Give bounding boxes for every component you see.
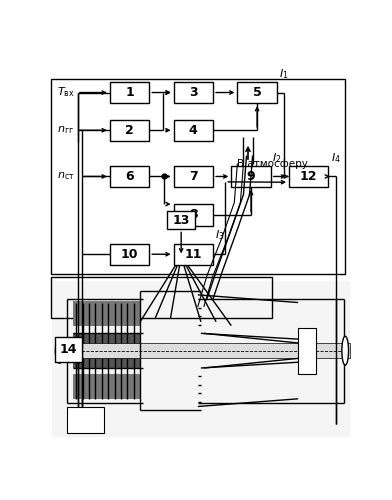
FancyBboxPatch shape: [52, 282, 350, 438]
Ellipse shape: [342, 336, 348, 365]
Text: $n_{\text{ст}}$: $n_{\text{ст}}$: [56, 170, 74, 182]
Text: $I_2$: $I_2$: [272, 151, 282, 164]
FancyBboxPatch shape: [174, 204, 213, 226]
Text: 11: 11: [185, 248, 202, 260]
FancyBboxPatch shape: [110, 120, 149, 141]
FancyBboxPatch shape: [174, 244, 213, 265]
Text: $I_1$: $I_1$: [279, 67, 289, 81]
Text: 12: 12: [300, 170, 318, 183]
FancyBboxPatch shape: [289, 166, 328, 187]
Text: 1: 1: [125, 86, 134, 99]
FancyBboxPatch shape: [110, 166, 149, 187]
Text: 9: 9: [247, 170, 255, 183]
Text: 14: 14: [60, 343, 78, 356]
Text: 5: 5: [253, 86, 261, 99]
Text: 6: 6: [125, 170, 134, 183]
FancyBboxPatch shape: [174, 166, 213, 187]
Text: $I_4$: $I_4$: [331, 151, 341, 164]
FancyBboxPatch shape: [73, 334, 140, 368]
Text: 2: 2: [125, 124, 134, 137]
FancyBboxPatch shape: [110, 244, 149, 265]
Text: 3: 3: [189, 86, 198, 99]
Text: В атмосферу: В атмосферу: [237, 159, 308, 169]
FancyBboxPatch shape: [237, 82, 277, 103]
FancyBboxPatch shape: [167, 211, 195, 230]
Text: $n_{\text{гг}}$: $n_{\text{гг}}$: [56, 124, 74, 136]
FancyBboxPatch shape: [73, 374, 140, 399]
FancyBboxPatch shape: [110, 82, 149, 103]
FancyBboxPatch shape: [298, 328, 316, 374]
Text: 7: 7: [189, 170, 198, 183]
Ellipse shape: [55, 338, 64, 363]
Text: 8: 8: [189, 208, 198, 222]
FancyBboxPatch shape: [73, 300, 140, 326]
Text: 13: 13: [172, 214, 190, 226]
Text: $I_3$: $I_3$: [214, 228, 224, 242]
FancyBboxPatch shape: [55, 343, 350, 358]
FancyBboxPatch shape: [174, 120, 213, 141]
FancyBboxPatch shape: [55, 337, 82, 362]
Text: 4: 4: [189, 124, 198, 137]
FancyBboxPatch shape: [67, 406, 103, 434]
FancyBboxPatch shape: [231, 166, 271, 187]
Text: 10: 10: [121, 248, 138, 260]
Text: $T_{\text{вх}}$: $T_{\text{вх}}$: [56, 86, 74, 100]
FancyBboxPatch shape: [174, 82, 213, 103]
